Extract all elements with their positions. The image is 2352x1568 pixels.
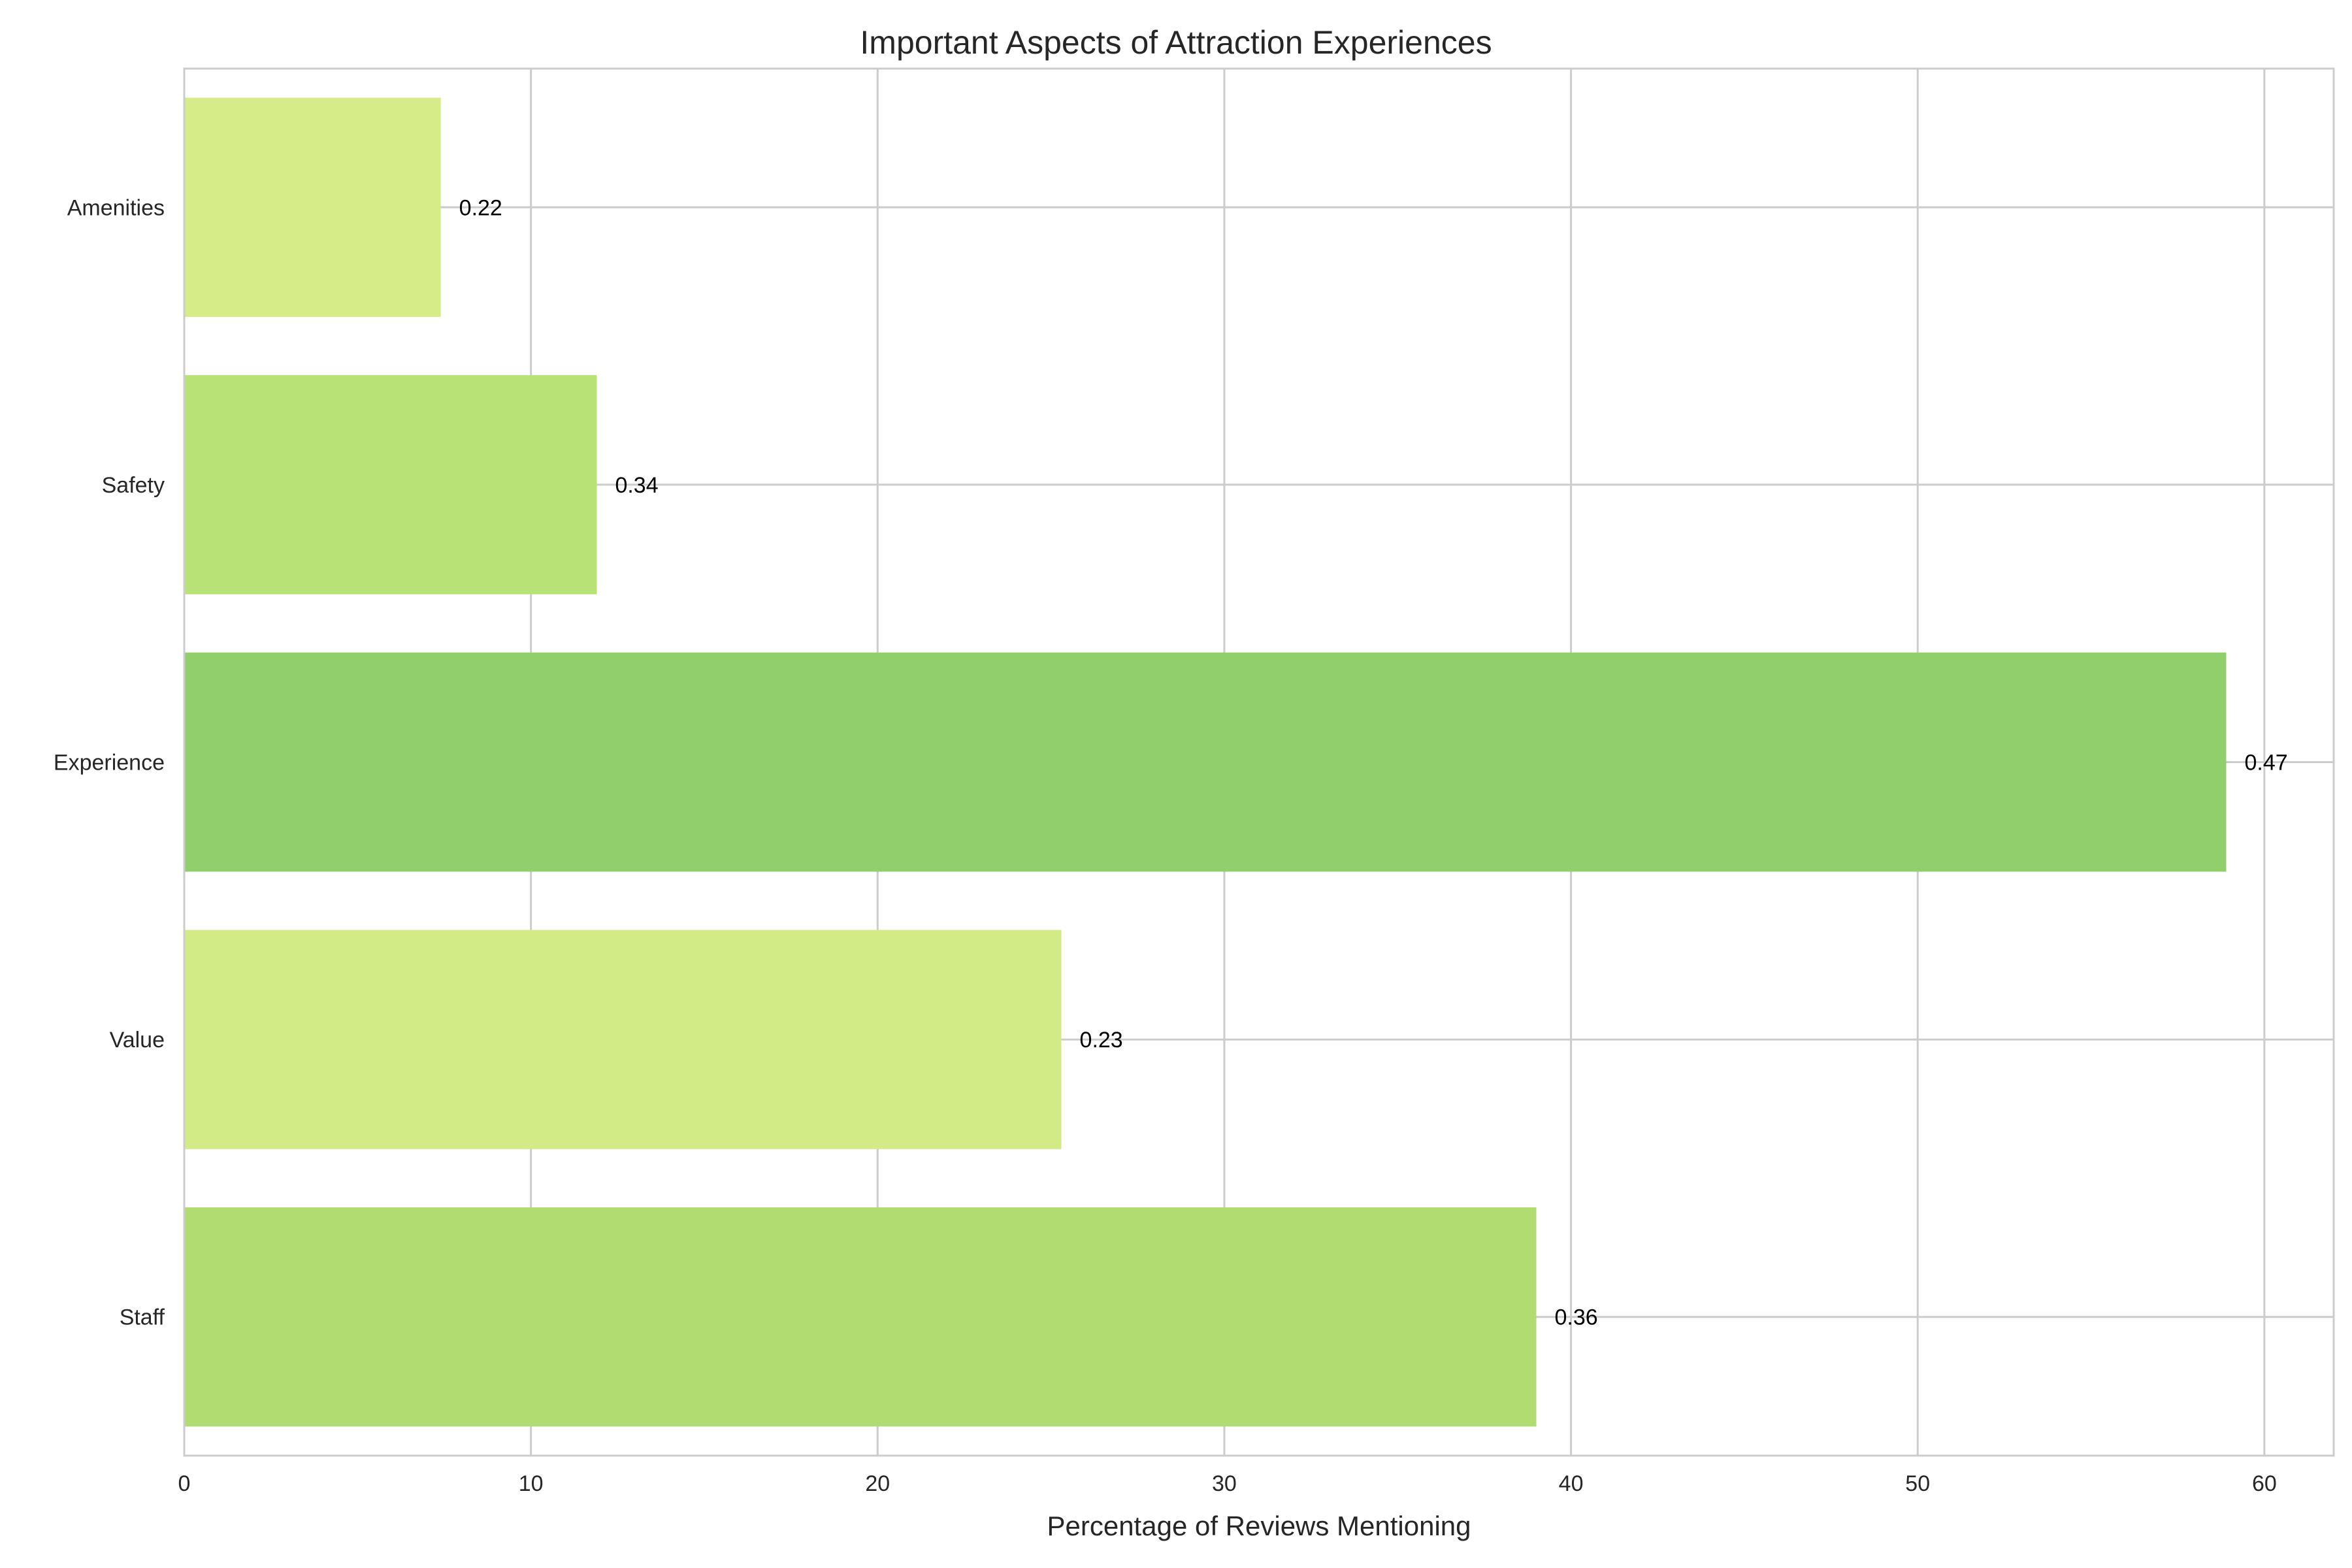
x-tick-label: 40 xyxy=(1559,1471,1584,1496)
x-tick-label: 60 xyxy=(2252,1471,2277,1496)
bars-layer xyxy=(184,97,2227,1427)
x-tick-label: 30 xyxy=(1212,1471,1237,1496)
x-tick-label: 0 xyxy=(178,1471,191,1496)
bar-safety xyxy=(184,375,597,595)
plot-frame xyxy=(183,67,2335,1457)
x-tick-label: 20 xyxy=(865,1471,890,1496)
x-tick-label: 10 xyxy=(519,1471,544,1496)
x-tick-label: 50 xyxy=(1905,1471,1930,1496)
y-tick-label: Value xyxy=(110,1028,165,1053)
bar-value-label: 0.34 xyxy=(615,473,658,498)
y-tick-label: Safety xyxy=(102,473,165,498)
y-tick-label: Experience xyxy=(54,751,165,776)
tick-labels: 0 10 20 30 40 50 60 Staff Value Experience Safety A… xyxy=(54,195,2277,1496)
bar-experience xyxy=(184,652,2227,872)
y-tick-label: Amenities xyxy=(67,195,165,220)
bar-value-label: 0.23 xyxy=(1080,1028,1123,1053)
bar-staff xyxy=(184,1207,1537,1427)
bar-value xyxy=(184,930,1062,1149)
bar-value-label: 0.22 xyxy=(459,195,502,220)
chart-title: Important Aspects of Attraction Experien… xyxy=(860,24,1492,61)
bar-amenities xyxy=(184,97,441,318)
axes-spines xyxy=(183,67,2335,1457)
bar-value-label: 0.36 xyxy=(1555,1305,1598,1330)
x-axis-label: Percentage of Reviews Mentioning xyxy=(1047,1511,1471,1541)
data-labels: 0.36 0.23 0.47 0.34 0.22 xyxy=(459,195,2288,1330)
bar-value-label: 0.47 xyxy=(2245,751,2288,776)
y-tick-label: Staff xyxy=(120,1305,165,1330)
